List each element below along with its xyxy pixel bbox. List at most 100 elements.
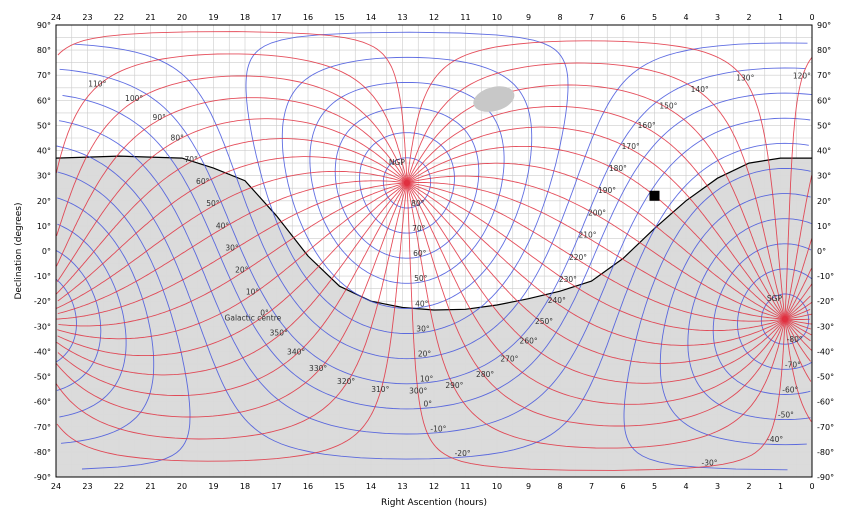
x-tick-bottom: 1 bbox=[778, 482, 783, 491]
x-tick-bottom: 15 bbox=[334, 482, 344, 491]
galactic-longitude-label: 20° bbox=[235, 266, 249, 275]
galactic-latitude-line bbox=[57, 193, 811, 446]
plot-border bbox=[55, 24, 813, 478]
y-tick-right: -80° bbox=[817, 448, 834, 457]
x-tick-top: 24 bbox=[51, 13, 61, 22]
galactic-longitude-label: 170° bbox=[622, 142, 640, 151]
y-tick-right: -90° bbox=[817, 473, 834, 482]
galactic-longitude-label: 60° bbox=[196, 177, 210, 186]
y-tick-right: -20° bbox=[817, 297, 834, 306]
galactic-longitude-line bbox=[406, 62, 786, 319]
galactic-longitude-line bbox=[407, 183, 785, 405]
x-tick-bottom: 0 bbox=[809, 482, 814, 491]
x-tick-bottom: 6 bbox=[620, 482, 625, 491]
galactic-longitude-label: 310° bbox=[371, 385, 389, 394]
y-tick-right: 10° bbox=[817, 222, 831, 231]
pole-label: NGP bbox=[389, 158, 405, 167]
galactic-longitude-line bbox=[407, 183, 785, 427]
y-tick-right: 50° bbox=[817, 121, 831, 130]
galactic-latitude-line bbox=[56, 142, 809, 460]
x-tick-bottom: 11 bbox=[460, 482, 470, 491]
y-tick-right: 40° bbox=[817, 147, 831, 156]
pole-point bbox=[403, 179, 410, 186]
x-tick-top: 9 bbox=[526, 13, 531, 22]
x-tick-top: 15 bbox=[334, 13, 344, 22]
galactic-longitude-line bbox=[407, 126, 785, 319]
x-tick-top: 0 bbox=[809, 13, 814, 22]
galactic-longitude-label: 260° bbox=[520, 337, 538, 346]
galactic-longitude-line bbox=[408, 182, 784, 320]
galactic-latitude-label: -30° bbox=[702, 458, 718, 467]
galactic-longitude-label: 10° bbox=[246, 287, 260, 296]
galactic-grid bbox=[56, 31, 812, 471]
y-tick-right: -10° bbox=[817, 272, 834, 281]
galactic-latitude-label: -40° bbox=[767, 435, 783, 444]
x-tick-bottom: 5 bbox=[652, 482, 657, 491]
y-tick-left: -20° bbox=[34, 297, 51, 306]
horizon-line bbox=[56, 155, 812, 311]
galactic-longitude-label: 50° bbox=[206, 199, 220, 208]
galactic-longitude-label: 230° bbox=[559, 275, 577, 284]
galactic-longitude-line bbox=[57, 183, 812, 357]
x-tick-bottom: 12 bbox=[429, 482, 439, 491]
galactic-longitude-line bbox=[57, 31, 812, 318]
x-tick-bottom: 3 bbox=[715, 482, 720, 491]
galactic-longitude-line bbox=[56, 184, 812, 462]
x-tick-top: 10 bbox=[492, 13, 502, 22]
horizon-region bbox=[56, 155, 812, 477]
x-tick-top: 21 bbox=[145, 13, 155, 22]
pole-label: SGP bbox=[767, 294, 783, 303]
galactic-longitude-line bbox=[56, 138, 811, 319]
y-tick-right: 20° bbox=[817, 197, 831, 206]
galactic-latitude-label: 50° bbox=[414, 274, 428, 283]
y-tick-left: 20° bbox=[37, 197, 51, 206]
galactic-longitude-line bbox=[407, 183, 785, 364]
galactic-longitude-label: 100° bbox=[125, 94, 143, 103]
x-tick-bottom: 16 bbox=[303, 482, 313, 491]
galactic-longitude-label: 40° bbox=[216, 221, 230, 230]
x-tick-bottom: 18 bbox=[240, 482, 250, 491]
y-tick-left: 10° bbox=[37, 222, 51, 231]
galactic-longitude-label: 150° bbox=[659, 102, 677, 111]
x-tick-top: 16 bbox=[303, 13, 313, 22]
galactic-latitude-line bbox=[57, 168, 811, 471]
y-tick-left: -40° bbox=[34, 347, 51, 356]
galactic-longitude-line bbox=[57, 182, 812, 340]
y-tick-right: -50° bbox=[817, 373, 834, 382]
y-tick-left: -60° bbox=[34, 398, 51, 407]
galactic-longitude-label: 270° bbox=[500, 355, 518, 364]
galactic-longitude-line bbox=[408, 182, 784, 322]
y-tick-left: 90° bbox=[37, 21, 51, 30]
x-tick-bottom: 20 bbox=[177, 482, 187, 491]
x-tick-bottom: 14 bbox=[366, 482, 376, 491]
x-tick-top: 4 bbox=[683, 13, 688, 22]
galactic-longitude-line bbox=[56, 118, 812, 319]
x-tick-bottom: 24 bbox=[51, 482, 61, 491]
galactic-longitude-label: 110° bbox=[88, 79, 106, 88]
x-tick-top: 11 bbox=[460, 13, 470, 22]
y-tick-left: 70° bbox=[37, 71, 51, 80]
x-tick-top: 1 bbox=[778, 13, 783, 22]
galactic-longitude-label: 350° bbox=[270, 329, 288, 338]
galactic-latitude-line bbox=[59, 117, 811, 435]
y-tick-left: 0° bbox=[42, 247, 51, 256]
x-tick-bottom: 21 bbox=[145, 482, 155, 491]
y-tick-left: 80° bbox=[37, 46, 51, 55]
y-tick-left: 40° bbox=[37, 147, 51, 156]
galactic-longitude-line bbox=[57, 156, 812, 319]
x-tick-top: 19 bbox=[208, 13, 218, 22]
y-tick-left: 30° bbox=[37, 172, 51, 181]
x-tick-bottom: 2 bbox=[746, 482, 751, 491]
galactic-latitude-label: 0° bbox=[424, 400, 433, 409]
y-tick-left: -30° bbox=[34, 322, 51, 331]
galactic-longitude-label: 0° bbox=[260, 309, 269, 318]
galactic-latitude-label: -80° bbox=[787, 335, 803, 344]
x-tick-top: 20 bbox=[177, 13, 187, 22]
axis-ticks: 2424232322222121202019191818171716161515… bbox=[34, 13, 834, 491]
galactic-longitude-line bbox=[57, 183, 812, 396]
galactic-latitude-label: 10° bbox=[420, 375, 434, 384]
galactic-longitude-label: 300° bbox=[409, 387, 427, 396]
galactic-longitude-line bbox=[56, 183, 811, 376]
galactic-longitude-label: 80° bbox=[171, 133, 185, 142]
